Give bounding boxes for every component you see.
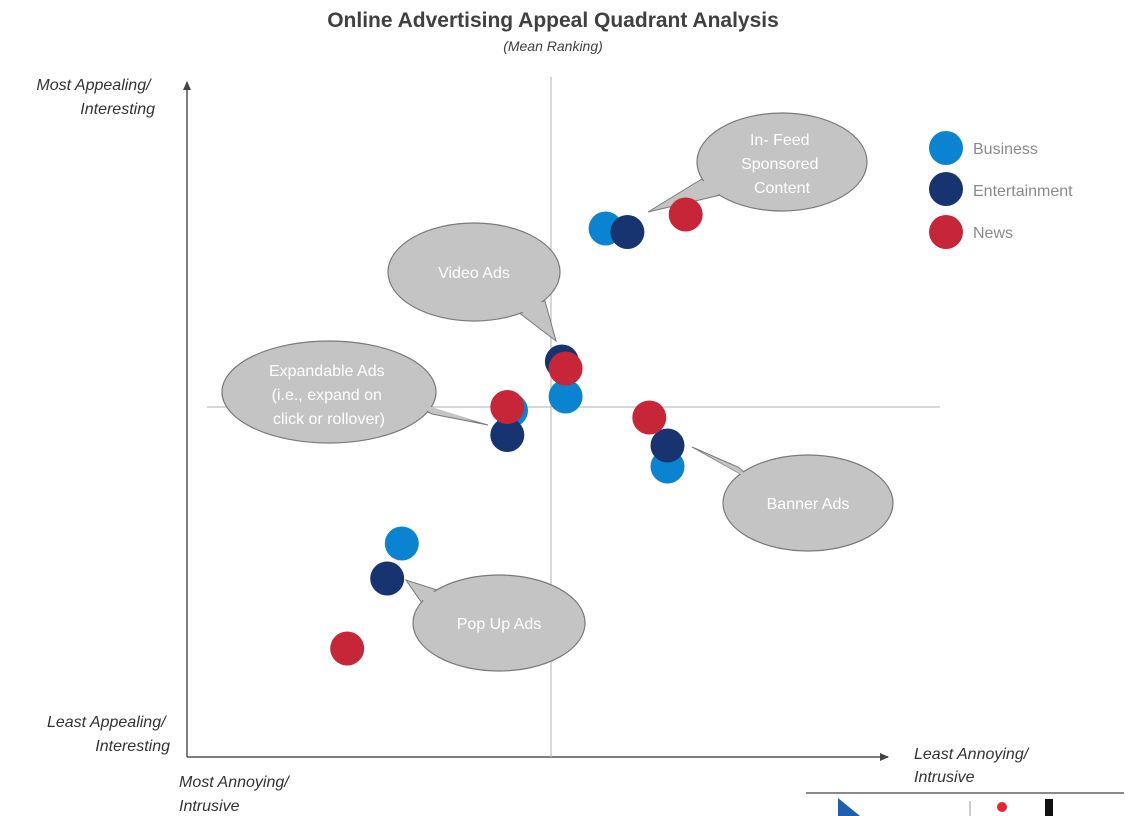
point-business-1 [548, 379, 583, 414]
legend-marker-business [929, 131, 963, 165]
legend-marker-news [929, 215, 963, 249]
svg-text:Video Ads: Video Ads [438, 265, 510, 282]
brand-logo-dot [997, 802, 1007, 812]
point-entertainment-0 [610, 215, 645, 249]
legend: Business Entertainment News [929, 131, 1073, 249]
svg-text:Pop Up Ads: Pop Up Ads [457, 616, 542, 633]
legend-label-news: News [973, 225, 1013, 242]
chart-title: Online Advertising Appeal Quadrant Analy… [327, 9, 779, 32]
y-axis-bottom-label: Least Appealing/ Interesting [47, 714, 170, 755]
legend-label-entertainment: Entertainment [973, 183, 1073, 200]
y-axis-top-label: Most Appealing/ Interesting [36, 77, 155, 118]
point-entertainment-2 [490, 418, 525, 452]
legend-marker-entertainment [929, 172, 963, 206]
data-points [330, 197, 703, 666]
x-axis-right-label: Least Annoying/ Intrusive [914, 746, 1033, 786]
callout-pop-up-ads: Pop Up Ads [404, 574, 586, 672]
callout-banner-ads: Banner Ads [691, 446, 894, 552]
brand-logo-bar [1045, 799, 1053, 816]
svg-text:Expandable Ads (i.e., ex: Expandable Ads (i.e., expand on click or… [269, 363, 389, 428]
point-entertainment-3 [650, 428, 685, 463]
point-business-4 [384, 526, 419, 561]
point-news-2 [490, 390, 525, 424]
point-news-1 [548, 351, 583, 386]
callout-in-feed: In- Feed Sponsored Content [647, 112, 868, 213]
footer-logos [806, 792, 1124, 816]
callout-expandable-ads: Expandable Ads (i.e., expand on click or… [221, 340, 489, 444]
point-news-4 [330, 631, 365, 666]
brand-logo-triangle [838, 798, 860, 816]
callout-video-ads: Video Ads [387, 222, 561, 343]
point-news-0 [668, 197, 703, 232]
svg-text:Banner Ads: Banner Ads [767, 496, 850, 513]
point-news-3 [632, 400, 667, 435]
point-entertainment-4 [370, 561, 405, 596]
x-axis-left-label: Most Annoying/ Intrusive [179, 774, 293, 815]
legend-label-business: Business [973, 141, 1038, 158]
chart-subtitle: (Mean Ranking) [503, 38, 603, 54]
svg-text:In- Feed Sponsored: In- Feed Sponsored Content [741, 132, 823, 197]
